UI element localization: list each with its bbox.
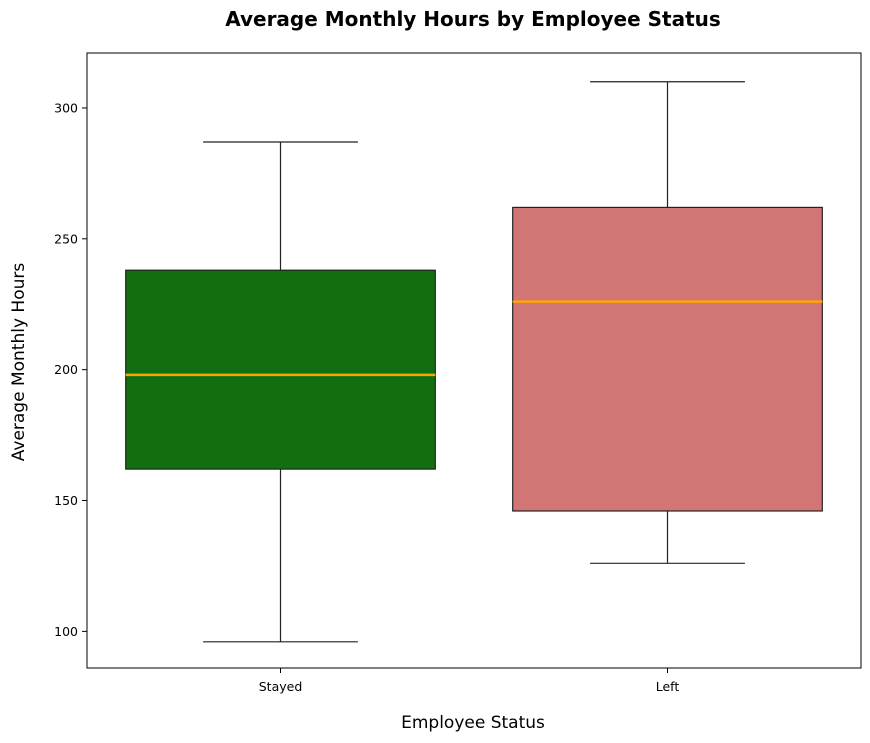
x-tick-label-left: Left [656, 679, 680, 694]
box-group-left [512, 81, 823, 564]
y-tick-label: 250 [54, 231, 78, 246]
plot-area [125, 81, 823, 643]
y-axis-label: Average Monthly Hours [9, 263, 29, 462]
y-axis: 100 150 200 250 300 [54, 100, 87, 639]
chart-title: Average Monthly Hours by Employee Status [225, 7, 721, 31]
box-group-stayed [125, 141, 436, 643]
y-tick-label: 200 [54, 362, 78, 377]
x-axis-label: Employee Status [401, 713, 545, 733]
y-tick-label: 300 [54, 100, 78, 115]
y-tick-label: 100 [54, 624, 78, 639]
box-stayed [125, 269, 436, 470]
box-left [512, 206, 823, 512]
x-tick-label-stayed: Stayed [259, 679, 303, 694]
x-axis: Stayed Left [259, 668, 680, 694]
plot-frame [86, 52, 862, 669]
y-tick-label: 150 [54, 493, 78, 508]
